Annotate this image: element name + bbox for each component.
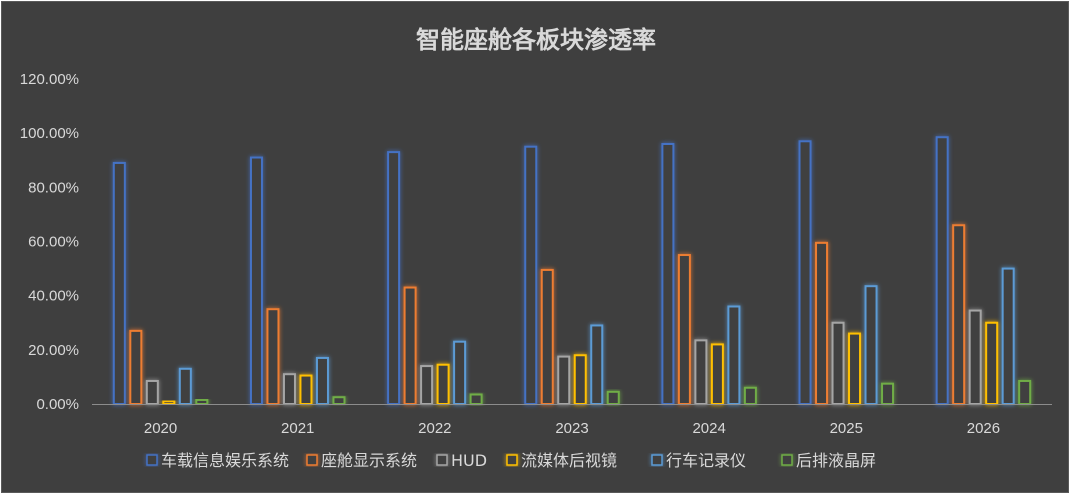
bar bbox=[1001, 267, 1015, 406]
x-tick-label: 2022 bbox=[418, 420, 451, 437]
bar bbox=[178, 367, 192, 405]
bar bbox=[831, 321, 845, 405]
bar bbox=[282, 373, 296, 406]
y-tick-label: 80.00% bbox=[28, 179, 79, 196]
plot-area bbox=[112, 136, 1032, 406]
bar bbox=[332, 396, 346, 405]
bar bbox=[299, 374, 313, 405]
bar bbox=[935, 136, 949, 406]
legend-label: 车载信息娱乐系统 bbox=[161, 451, 289, 470]
bar bbox=[387, 151, 401, 405]
bar bbox=[403, 286, 417, 405]
legend-label: 流媒体后视镜 bbox=[521, 451, 617, 470]
legend-swatch bbox=[781, 454, 793, 466]
bar bbox=[727, 305, 741, 405]
bar bbox=[590, 324, 604, 406]
chart-title: 智能座舱各板块渗透率 bbox=[416, 26, 656, 54]
legend: 车载信息娱乐系统 座舱显示系统 HUD 流媒体后视镜 行车记录仪 后排液晶屏 bbox=[146, 451, 876, 470]
y-tick-label: 20.00% bbox=[28, 342, 79, 359]
bar bbox=[677, 254, 691, 405]
bar bbox=[436, 363, 450, 405]
x-axis: 2020 2021 2022 2023 2024 2025 2026 bbox=[92, 404, 1052, 437]
bar bbox=[453, 340, 467, 406]
bar bbox=[848, 332, 862, 406]
bar bbox=[710, 343, 724, 405]
bar bbox=[557, 355, 571, 405]
bar bbox=[540, 268, 554, 405]
bar bbox=[1018, 379, 1032, 405]
legend-label: HUD bbox=[451, 451, 487, 470]
bar bbox=[573, 354, 587, 405]
legend-swatch bbox=[146, 454, 158, 466]
legend-swatch bbox=[506, 454, 518, 466]
x-tick-label: 2023 bbox=[555, 420, 588, 437]
y-tick-label: 60.00% bbox=[28, 234, 79, 251]
bar bbox=[606, 390, 620, 405]
bar bbox=[249, 156, 263, 405]
y-tick-label: 100.00% bbox=[20, 125, 79, 142]
bar bbox=[881, 382, 895, 405]
y-tick-label: 0.00% bbox=[36, 396, 79, 413]
bar bbox=[815, 241, 829, 405]
bar bbox=[985, 321, 999, 405]
y-axis: 0.00% 20.00% 40.00% 60.00% 80.00% 100.00% 120.… bbox=[20, 71, 79, 413]
legend-label: 后排液晶屏 bbox=[796, 451, 876, 470]
legend-swatch bbox=[306, 454, 318, 466]
bar bbox=[266, 308, 280, 406]
y-tick-label: 40.00% bbox=[28, 288, 79, 305]
legend-label: 座舱显示系统 bbox=[321, 451, 417, 470]
bar bbox=[968, 309, 982, 405]
x-tick-label: 2025 bbox=[830, 420, 863, 437]
bar bbox=[112, 161, 126, 405]
legend-swatch bbox=[436, 454, 448, 466]
bar bbox=[798, 140, 812, 406]
x-tick-label: 2020 bbox=[144, 420, 177, 437]
legend-label: 行车记录仪 bbox=[666, 451, 746, 470]
bar bbox=[162, 400, 176, 405]
bar bbox=[129, 329, 143, 405]
bar bbox=[145, 379, 159, 405]
bar bbox=[864, 285, 878, 405]
bar bbox=[743, 386, 757, 405]
bar bbox=[952, 224, 966, 405]
bar bbox=[469, 393, 483, 406]
bar bbox=[315, 356, 329, 406]
bar bbox=[661, 143, 675, 405]
bar bbox=[524, 145, 538, 405]
bar bbox=[195, 398, 209, 405]
x-tick-label: 2024 bbox=[692, 420, 725, 437]
y-tick-label: 120.00% bbox=[20, 71, 79, 88]
bar bbox=[420, 365, 434, 406]
x-tick-label: 2026 bbox=[967, 420, 1000, 437]
x-tick-label: 2021 bbox=[281, 420, 314, 437]
legend-swatch bbox=[651, 454, 663, 466]
bar bbox=[694, 339, 708, 405]
